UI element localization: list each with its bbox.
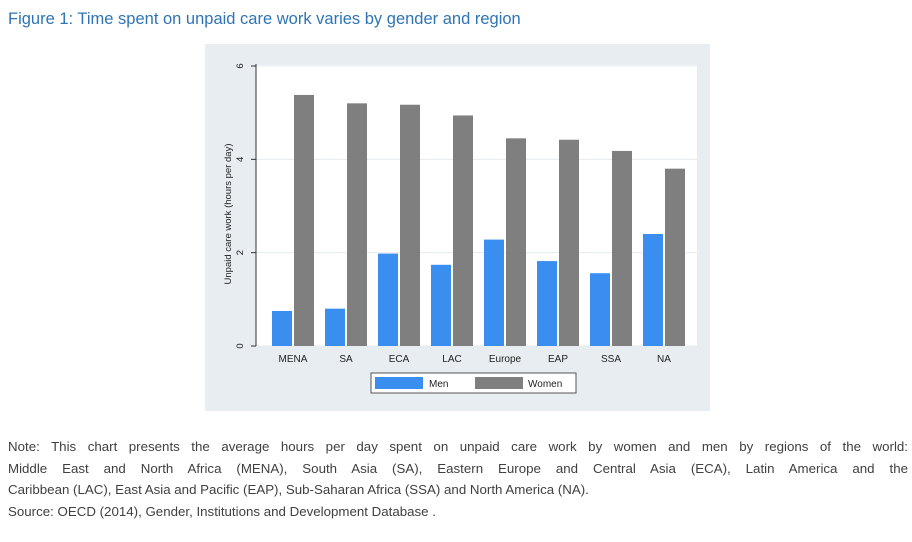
note-line: Note: This chart presents the average ho…: [8, 439, 908, 454]
chart-panel: 0 2 4 6 MENA SA ECA LAC Europe EAP SSA NA Unpaid c…: [205, 44, 710, 411]
bar-women-ssa: [612, 150, 632, 346]
x-tick-label: MENA: [279, 354, 308, 365]
y-tick-label: 4: [235, 157, 246, 162]
bars: [272, 94, 685, 346]
source-line: Source: OECD (2014), Gender, Institution…: [8, 503, 436, 519]
bar-men-na: [643, 234, 663, 346]
bar-women-sa: [347, 103, 367, 346]
bar-women-mena: [294, 94, 314, 346]
bar-chart: 0 2 4 6 MENA SA ECA LAC Europe EAP SSA NA Unpaid c…: [223, 63, 697, 394]
bar-women-europe: [506, 138, 526, 346]
x-tick-label: Europe: [489, 354, 522, 365]
x-tick-label: SSA: [601, 354, 621, 365]
bar-women-eca: [400, 104, 420, 346]
note-line: Middle East and North Africa (MENA), Sou…: [8, 460, 908, 476]
bar-men-sa: [325, 308, 345, 346]
x-tick-label: LAC: [442, 354, 461, 365]
y-axis-ticks: 0 2 4 6: [235, 63, 256, 349]
legend-swatch-men: [375, 377, 423, 389]
figure-title: Figure 1: Time spent on unpaid care work…: [8, 10, 521, 28]
x-tick-label: SA: [339, 354, 353, 365]
y-axis-label: Unpaid care work (hours per day): [223, 144, 234, 285]
y-tick-label: 6: [235, 63, 246, 68]
bar-women-lac: [453, 115, 473, 346]
legend-label-women: Women: [528, 379, 562, 390]
x-tick-label: ECA: [389, 354, 410, 365]
bar-women-na: [665, 168, 685, 346]
bar-men-eap: [537, 261, 557, 346]
chart-note: Note: This chart presents the average ho…: [8, 436, 908, 522]
x-axis-labels: MENA SA ECA LAC Europe EAP SSA NA: [279, 354, 672, 365]
note-line: Caribbean (LAC), East Asia and Pacific (…: [8, 482, 589, 497]
legend: Men Women: [370, 372, 577, 394]
bar-men-europe: [484, 239, 504, 346]
x-tick-label: EAP: [548, 354, 568, 365]
bar-men-mena: [272, 311, 292, 346]
bar-men-lac: [431, 264, 451, 346]
legend-label-men: Men: [429, 379, 448, 390]
bar-men-eca: [378, 253, 398, 346]
bar-women-eap: [559, 139, 579, 346]
legend-swatch-women: [475, 377, 523, 389]
y-tick-label: 0: [235, 343, 246, 348]
bar-men-ssa: [590, 273, 610, 346]
x-tick-label: NA: [657, 354, 671, 365]
y-tick-label: 2: [235, 250, 246, 255]
